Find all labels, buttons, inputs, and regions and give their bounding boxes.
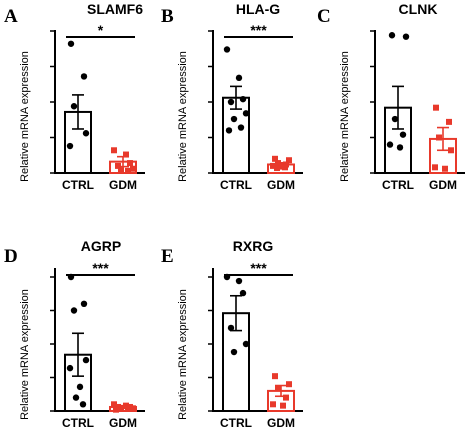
panel-d: D AGRP Relative mRNA expression CTRL GDM *** (4, 238, 145, 430)
data-point (388, 32, 396, 39)
data-point (118, 405, 124, 412)
significance-label: *** (250, 22, 267, 38)
data-point (115, 162, 121, 169)
panel-letter: A (4, 6, 18, 27)
x-tick-label: GDM (429, 178, 457, 192)
data-point (235, 277, 243, 285)
data-point (237, 124, 245, 131)
data-point (125, 405, 131, 412)
x-tick-label: CTRL (220, 416, 252, 430)
data-point (242, 110, 250, 117)
panel-b: B HLA-G Relative mRNA expression CTRL GDM *** (161, 1, 303, 192)
data-point (402, 33, 410, 40)
data-point (275, 160, 281, 167)
x-tick-label: CTRL (62, 416, 94, 430)
data-point (442, 165, 448, 172)
data-point (230, 348, 238, 356)
data-point (66, 364, 74, 372)
data-point (286, 381, 292, 388)
panel-title: CLNK (399, 1, 438, 17)
data-point (79, 401, 87, 408)
panel-c: C CLNK Relative mRNA expression CTRL GDM (317, 1, 465, 192)
data-point (227, 98, 235, 106)
data-point (239, 289, 247, 297)
x-tick-label: GDM (109, 178, 137, 192)
data-point (436, 134, 442, 141)
data-point (270, 162, 276, 169)
data-point (67, 40, 75, 47)
x-tick-label: CTRL (382, 178, 414, 192)
data-point (272, 155, 278, 162)
data-point (242, 340, 250, 348)
data-point (111, 147, 117, 154)
data-point (282, 164, 288, 171)
panel-title: RXRG (233, 238, 274, 254)
data-point (227, 324, 235, 332)
data-point (275, 385, 281, 392)
data-point (433, 104, 439, 111)
panel-letter: B (161, 6, 174, 27)
data-point (80, 300, 88, 307)
data-point (80, 73, 88, 80)
x-tick-label: CTRL (220, 178, 252, 192)
panel-a: A SLAMF6 Relative mRNA expression CTRL GDM * (4, 1, 145, 192)
panel-title: AGRP (81, 238, 121, 254)
data-point (127, 160, 133, 167)
data-point (286, 157, 292, 164)
data-point (125, 167, 131, 174)
y-axis-label: Relative mRNA expression (19, 51, 31, 182)
panel-letter: E (161, 246, 174, 267)
significance-label: * (98, 22, 104, 38)
data-point (283, 394, 289, 401)
data-point (386, 141, 394, 148)
data-point (399, 131, 407, 138)
data-point (72, 394, 80, 401)
data-point (70, 103, 78, 110)
significance-label: *** (92, 260, 109, 276)
x-tick-label: GDM (267, 416, 295, 430)
data-point (82, 130, 90, 137)
data-point (280, 402, 286, 409)
data-point (123, 151, 129, 158)
data-point (82, 356, 90, 364)
data-point (391, 115, 399, 123)
data-point (235, 74, 243, 82)
data-point (446, 118, 452, 125)
panel-letter: D (4, 246, 18, 267)
data-point (230, 115, 238, 123)
panel-letter: C (317, 6, 331, 27)
x-tick-label: CTRL (62, 178, 94, 192)
data-point (66, 142, 74, 150)
data-point (274, 165, 280, 172)
data-point (70, 307, 78, 314)
data-point (130, 405, 136, 412)
data-point (432, 164, 438, 171)
data-point (118, 167, 124, 174)
data-point (239, 95, 247, 103)
data-point (111, 401, 117, 408)
x-tick-label: GDM (267, 178, 295, 192)
y-axis-label: Relative mRNA expression (19, 289, 31, 420)
panel-e: E RXRG Relative mRNA expression CTRL GDM *** (161, 238, 303, 430)
significance-label: *** (250, 260, 267, 276)
data-point (272, 373, 278, 380)
panel-title: HLA-G (236, 1, 280, 17)
data-point (225, 127, 233, 134)
data-point (448, 147, 454, 154)
data-point (113, 406, 119, 413)
data-point (223, 46, 231, 53)
data-point (270, 401, 276, 408)
y-axis-label: Relative mRNA expression (177, 51, 189, 182)
y-axis-label: Relative mRNA expression (177, 289, 189, 420)
data-point (130, 165, 136, 172)
data-point (396, 144, 404, 151)
x-tick-label: GDM (109, 416, 137, 430)
panel-title: SLAMF6 (87, 1, 143, 17)
y-axis-label: Relative mRNA expression (339, 51, 351, 182)
data-point (76, 383, 84, 391)
